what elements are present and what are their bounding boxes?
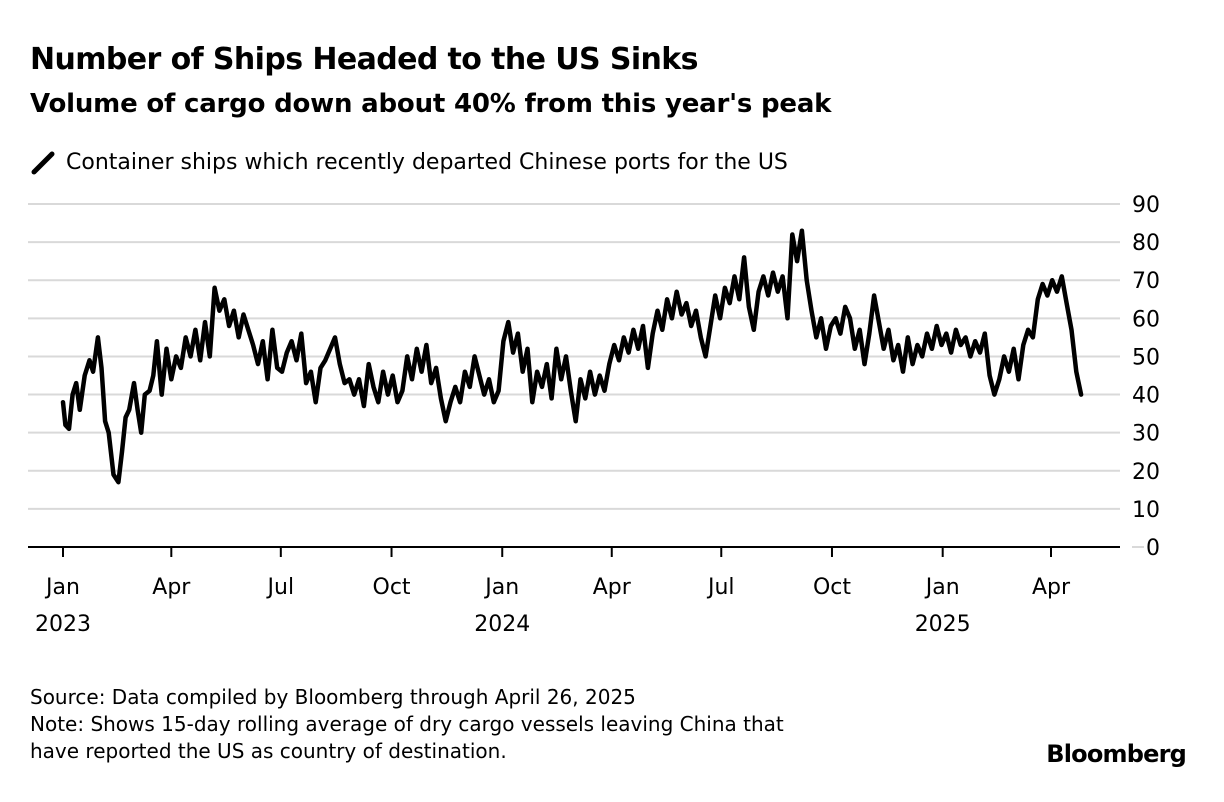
y-tick-label: 60 <box>1132 307 1160 332</box>
method-note-line-1: Note: Shows 15-day rolling average of dr… <box>30 711 970 738</box>
y-tick-label: 80 <box>1132 231 1160 256</box>
y-tick-label: 40 <box>1132 384 1160 409</box>
x-tick-label: Jul <box>266 575 295 600</box>
source-note: Source: Data compiled by Bloomberg throu… <box>30 684 970 711</box>
y-tick-label: 70 <box>1132 269 1160 294</box>
bloomberg-logo: Bloomberg <box>1046 740 1186 768</box>
x-tick-label: Jan <box>924 575 960 600</box>
y-tick-label: 20 <box>1132 460 1160 485</box>
y-tick-label: 30 <box>1132 422 1160 447</box>
x-tick-label: Apr <box>152 575 191 600</box>
x-axis: Jan 2023 Apr Jul Oct Jan 2024 Apr Jul Oct Jan 2025 A… <box>28 547 1144 637</box>
footer: Source: Data compiled by Bloomberg throu… <box>30 684 970 765</box>
y-tick-label: 0 <box>1146 536 1160 561</box>
line-chart: 0 10 20 30 40 50 60 70 80 90 Jan 2023 Apr Jul Oct Jan 2… <box>0 0 1224 802</box>
x-tick-year-label: 2024 <box>474 612 530 637</box>
y-tick-label: 90 <box>1132 193 1160 218</box>
x-tick-label: Jan <box>44 575 80 600</box>
x-tick-year-label: 2023 <box>35 612 91 637</box>
x-tick-label: Oct <box>373 575 411 600</box>
x-tick-label: Jul <box>706 575 735 600</box>
x-tick-label: Apr <box>1032 575 1071 600</box>
method-note-line-2: have reported the US as country of desti… <box>30 738 970 765</box>
y-tick-label: 50 <box>1132 345 1160 370</box>
x-tick-label: Jan <box>483 575 519 600</box>
x-tick-year-label: 2025 <box>915 612 971 637</box>
x-tick-label: Oct <box>813 575 851 600</box>
y-axis: 0 10 20 30 40 50 60 70 80 90 <box>1132 193 1160 561</box>
y-tick-label: 10 <box>1132 498 1160 523</box>
x-tick-label: Apr <box>593 575 632 600</box>
